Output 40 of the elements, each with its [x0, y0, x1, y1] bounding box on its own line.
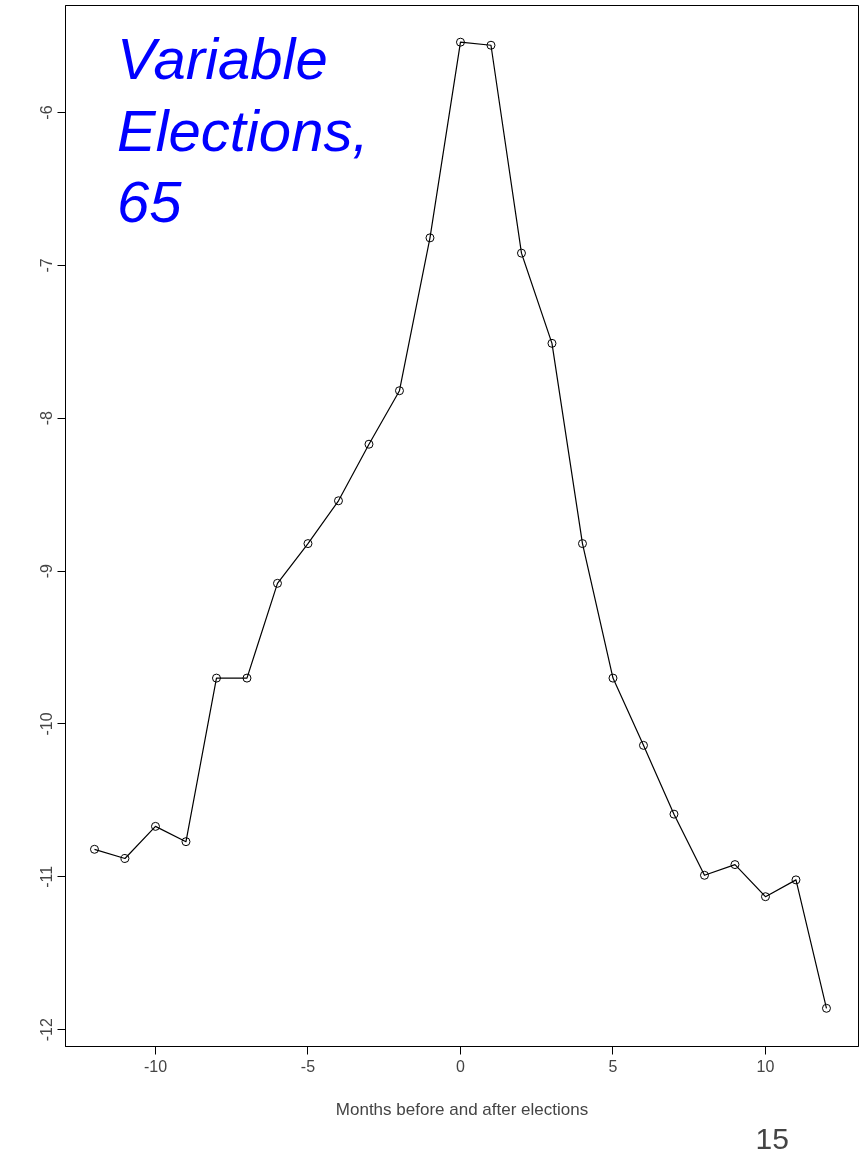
- x-tick-label: 5: [608, 1057, 618, 1075]
- x-axis-title: Months before and after elections: [335, 1099, 589, 1119]
- point: [638, 740, 648, 750]
- point: [211, 673, 221, 683]
- point: [425, 233, 435, 243]
- point: [242, 673, 252, 683]
- point: [394, 386, 404, 396]
- point: [608, 673, 618, 683]
- point: [303, 539, 313, 549]
- x-tick-label: -5: [300, 1057, 316, 1075]
- point: [181, 837, 191, 847]
- point: [120, 853, 130, 863]
- point: [364, 439, 374, 449]
- point: [333, 496, 343, 506]
- y-tick-label: -7: [38, 258, 56, 273]
- y-tick-label: -6: [38, 105, 56, 120]
- y-tick-label: -9: [38, 563, 56, 579]
- point: [821, 1003, 831, 1013]
- x-tick-label: 0: [456, 1057, 466, 1075]
- y-tick-label: -10: [38, 712, 56, 736]
- point: [150, 821, 160, 831]
- point: [547, 338, 557, 348]
- point: [730, 860, 740, 870]
- text: Variable Elections, 65: [117, 26, 369, 235]
- point: [791, 875, 801, 885]
- point: [455, 37, 465, 47]
- y-tick-label: -8: [38, 411, 56, 426]
- point: [699, 870, 709, 880]
- point: [669, 809, 679, 819]
- point: [760, 892, 770, 902]
- text: 15: [755, 1121, 789, 1153]
- point: [89, 844, 99, 854]
- y-tick-label: -11: [38, 865, 56, 888]
- point: [486, 40, 496, 50]
- y-tick-label: -12: [38, 1018, 56, 1042]
- point: [577, 539, 587, 549]
- point: [272, 578, 282, 588]
- x-tick-label: -10: [143, 1057, 168, 1075]
- x-tick-label: 10: [756, 1057, 775, 1075]
- point: [516, 248, 526, 258]
